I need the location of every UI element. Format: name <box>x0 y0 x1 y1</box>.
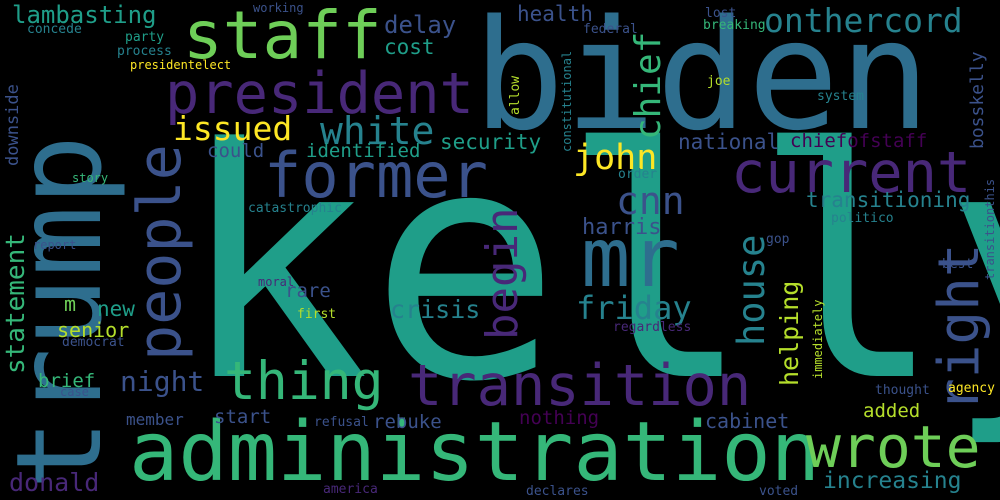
word-member: member <box>126 410 184 429</box>
word-downside: downside <box>3 84 23 166</box>
word-system: system <box>817 89 864 104</box>
word-senior: senior <box>57 318 130 342</box>
word-added: added <box>863 400 921 422</box>
word-cost: cost <box>384 35 435 59</box>
word-bosskelly: bosskelly <box>967 51 988 149</box>
word-report: report <box>33 238 77 252</box>
word-transitioning: transitioning <box>806 188 971 212</box>
word-friday: friday <box>576 289 692 327</box>
word-national: national <box>678 130 780 154</box>
word-rebuke: rebuke <box>373 411 442 433</box>
word-thought: thought <box>875 383 930 398</box>
word-current: current <box>731 140 972 206</box>
word-transition: transition <box>408 353 752 419</box>
word-biden: biden <box>473 0 931 164</box>
word-working: working <box>253 1 304 15</box>
word-start: start <box>214 406 272 428</box>
word-kelly: kelly <box>178 81 1000 451</box>
word-immediately: immediately <box>811 299 825 379</box>
word-cabinet: cabinet <box>705 409 790 433</box>
word-declares: declares <box>526 484 589 499</box>
word-identified: identified <box>306 140 421 162</box>
word-democrat: democrat <box>62 335 125 350</box>
word-president: president <box>165 61 474 127</box>
word-people: people <box>125 144 195 361</box>
word-rare: rare <box>285 280 331 302</box>
word-former: former <box>264 139 488 212</box>
word-chief: chief <box>628 31 669 140</box>
word-issued: issued <box>173 109 293 148</box>
word-m: m <box>64 292 77 316</box>
word-cnn: cnn <box>616 179 685 223</box>
word-presidentelect: presidentelect <box>130 58 232 72</box>
word-delay: delay <box>384 11 457 39</box>
word-allow: allow <box>508 75 523 115</box>
word-health: health <box>517 2 593 26</box>
word-best: best <box>942 257 974 272</box>
word-regardless: regardless <box>613 320 692 335</box>
word-house: house <box>730 234 773 346</box>
word-catastrophic: catastrophic <box>248 201 342 216</box>
word-federal: federal <box>583 22 638 37</box>
word-refusal: refusal <box>314 415 369 430</box>
word-thing: thing <box>224 351 384 412</box>
word-party: party <box>125 30 165 45</box>
word-america: america <box>323 482 378 497</box>
word-crisis: crisis <box>390 295 481 324</box>
word-white: white <box>320 109 435 153</box>
word-night: night <box>120 365 205 398</box>
word-begin: begin <box>477 207 528 340</box>
word-voted: voted <box>759 484 799 499</box>
word-gop: gop <box>766 232 790 247</box>
word-constitutional: constitutional <box>560 50 574 152</box>
word-increasing: increasing <box>823 468 962 494</box>
word-new: new <box>97 297 135 321</box>
word-politico: politico <box>831 211 894 226</box>
word-onthercord: onthercord <box>764 1 963 40</box>
word-lambasting: lambasting <box>12 1 157 29</box>
word-statement: statement <box>1 233 31 374</box>
word-security: security <box>440 130 542 154</box>
word-concede: concede <box>27 22 82 37</box>
word-breaking: breaking <box>703 18 766 33</box>
word-case: case <box>60 385 89 399</box>
word-nothing: nothing <box>519 407 600 429</box>
word-brief: brief <box>38 370 96 392</box>
word-order: order <box>618 167 658 182</box>
word-could: could <box>207 140 265 162</box>
word-mr: mr <box>581 211 680 306</box>
word-chiefofstaff: chiefofstaff <box>790 130 928 152</box>
word-administration: administration <box>129 405 821 500</box>
word-story: story <box>72 171 109 185</box>
word-staff: staff <box>183 0 382 74</box>
word-donald: donald <box>9 468 100 497</box>
word-wrote: wrote <box>806 413 981 481</box>
word-first: first <box>297 307 337 322</box>
word-joe: joe <box>707 74 731 89</box>
word-agency: agency <box>948 381 995 396</box>
word-helping: helping <box>775 280 804 386</box>
word-process: process <box>117 44 172 59</box>
word-john: john <box>573 138 658 178</box>
word-transitionthis: transitionthis <box>983 178 997 280</box>
word-lost: lost <box>705 6 737 21</box>
word-moral: moral <box>258 275 295 289</box>
word-harris: harris <box>582 215 662 240</box>
